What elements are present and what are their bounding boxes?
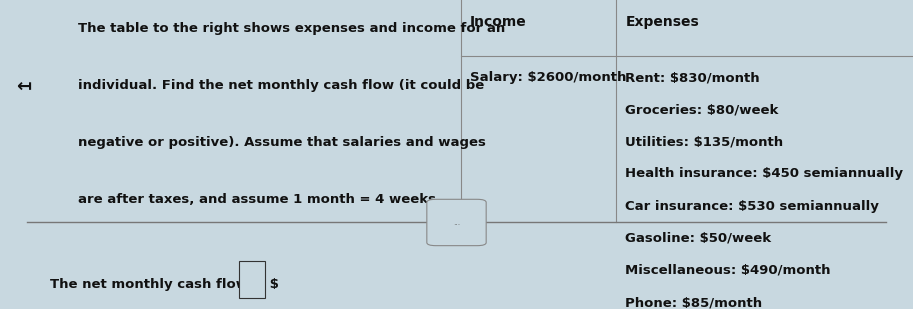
Text: Gasoline: $50/week: Gasoline: $50/week [625,232,771,245]
Text: ↤: ↤ [16,78,32,95]
Text: negative or positive). Assume that salaries and wages: negative or positive). Assume that salar… [78,136,486,149]
Text: individual. Find the net monthly cash flow (it could be: individual. Find the net monthly cash fl… [78,79,484,92]
Text: Income: Income [470,15,527,29]
Text: Salary: $2600/month: Salary: $2600/month [470,71,626,84]
Text: Health insurance: $450 semiannually: Health insurance: $450 semiannually [625,167,903,180]
FancyBboxPatch shape [426,199,486,246]
Text: Expenses: Expenses [625,15,699,29]
Text: Groceries: $80/week: Groceries: $80/week [625,103,779,116]
Text: Rent: $830/month: Rent: $830/month [625,71,760,84]
FancyBboxPatch shape [239,261,265,298]
Text: The table to the right shows expenses and income for an: The table to the right shows expenses an… [78,22,505,35]
Text: Miscellaneous: $490/month: Miscellaneous: $490/month [625,264,831,277]
Text: ...: ... [453,218,460,227]
Text: Phone: $85/month: Phone: $85/month [625,296,762,309]
Text: Car insurance: $530 semiannually: Car insurance: $530 semiannually [625,200,879,213]
Text: Utilities: $135/month: Utilities: $135/month [625,135,783,148]
Text: The net monthly cash flow is $: The net monthly cash flow is $ [50,278,279,291]
Text: are after taxes, and assume 1 month = 4 weeks.: are after taxes, and assume 1 month = 4 … [78,193,441,206]
